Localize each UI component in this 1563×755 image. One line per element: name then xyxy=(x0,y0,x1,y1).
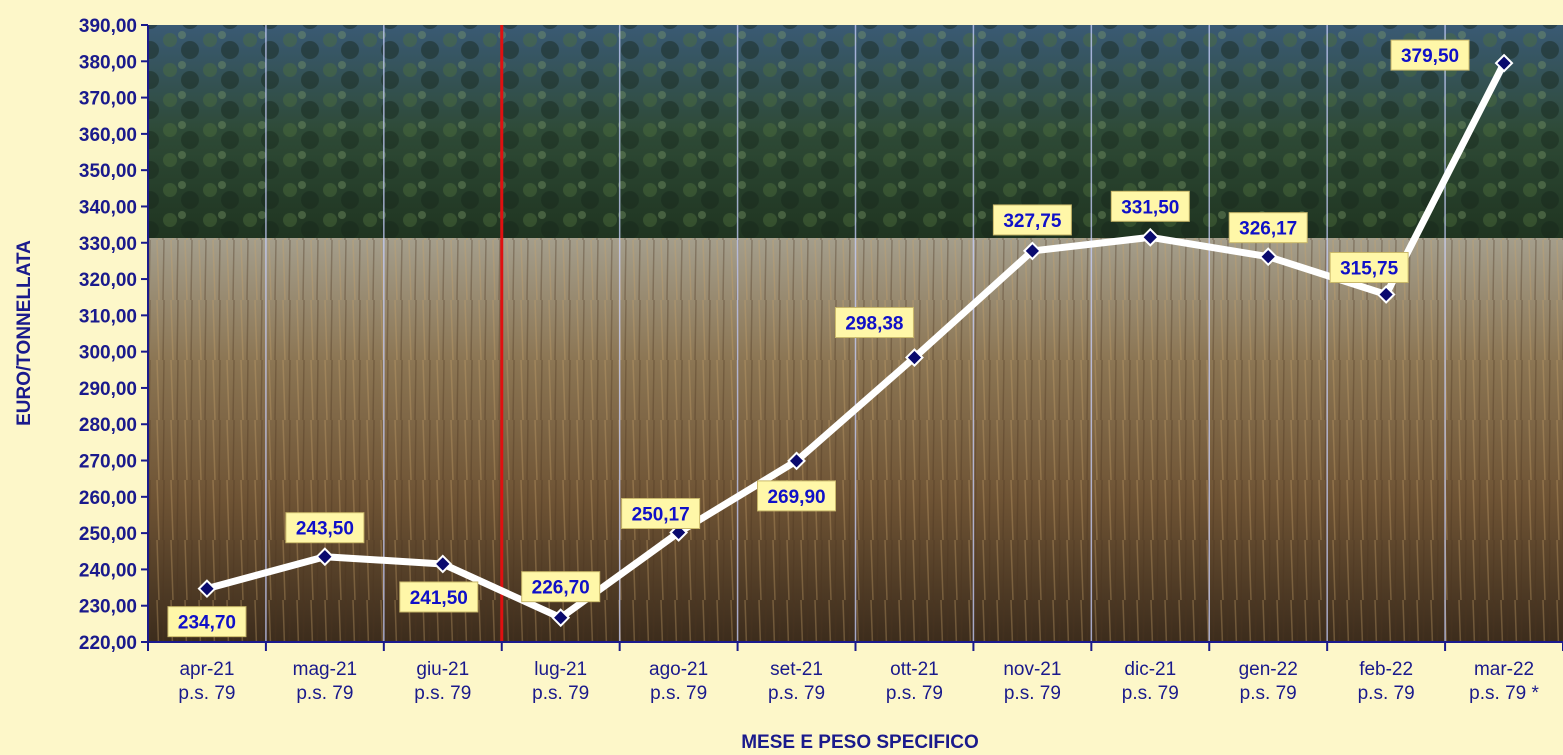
x-tick-spec: p.s. 79 xyxy=(1240,683,1297,704)
y-tick-label: 290,00 xyxy=(79,379,137,400)
data-label: 234,70 xyxy=(178,613,236,634)
y-tick-label: 240,00 xyxy=(79,560,137,581)
data-label: 243,50 xyxy=(296,519,354,540)
y-tick-label: 350,00 xyxy=(79,161,137,182)
x-tick-spec: p.s. 79 xyxy=(414,683,471,704)
x-tick-month: feb-22 xyxy=(1359,659,1413,680)
y-axis: 220,00 230,00 240,00 250,00 260,00 270,00 280,… xyxy=(79,16,149,654)
data-point-marker xyxy=(1258,247,1278,267)
data-label-box xyxy=(1329,251,1409,283)
x-tick-month: giu-21 xyxy=(416,659,469,680)
y-tick-label: 360,00 xyxy=(79,125,137,146)
data-label: 298,38 xyxy=(845,314,903,335)
data-point-marker xyxy=(315,547,335,567)
x-tick-month: set-21 xyxy=(770,659,823,680)
data-label-box xyxy=(167,606,247,638)
data-point-marker xyxy=(787,451,806,471)
x-tick-spec: p.s. 79 * xyxy=(1469,683,1539,704)
data-point-marker xyxy=(1494,53,1514,73)
data-label-box xyxy=(621,498,701,530)
x-tick-spec: p.s. 79 xyxy=(650,683,707,704)
data-label-box xyxy=(285,512,365,544)
data-label: 326,17 xyxy=(1239,219,1297,240)
series-line xyxy=(206,61,1508,622)
y-tick-label: 280,00 xyxy=(79,415,137,436)
x-tick-month: ott-21 xyxy=(890,659,939,680)
y-tick-label: 270,00 xyxy=(79,452,137,473)
data-point-marker xyxy=(905,348,924,367)
y-axis-title: EURO/TONNELLATA xyxy=(14,240,35,426)
data-label-box xyxy=(992,204,1072,236)
x-tick-spec: p.s. 79 xyxy=(1358,683,1415,704)
x-tick-spec: p.s. 79 xyxy=(1122,683,1179,704)
y-tick-label: 340,00 xyxy=(79,197,137,218)
x-axis-title: MESE E PESO SPECIFICO xyxy=(741,732,979,753)
data-label-box xyxy=(521,571,601,603)
y-tick-label: 260,00 xyxy=(79,488,137,509)
data-point-marker xyxy=(433,554,453,574)
data-label-box xyxy=(1110,190,1190,222)
y-tick-label: 320,00 xyxy=(79,270,137,291)
data-point-marker xyxy=(551,608,571,628)
data-point-marker xyxy=(1022,241,1042,261)
x-axis: apr-21 p.s. 79 mag-21 p.s. 79 giu-21 p.s. 79 l… xyxy=(147,641,1563,704)
y-tick-label: 370,00 xyxy=(79,89,137,110)
y-tick-label: 230,00 xyxy=(79,597,137,618)
y-tick-label: 220,00 xyxy=(79,633,137,654)
data-label-box xyxy=(399,581,479,613)
data-label: 241,50 xyxy=(410,588,468,609)
data-label-box xyxy=(834,307,914,339)
x-tick-month: ago-21 xyxy=(649,659,708,680)
y-tick-label: 250,00 xyxy=(79,524,137,545)
y-tick-label: 380,00 xyxy=(79,52,137,73)
x-tick-spec: p.s. 79 xyxy=(768,683,825,704)
data-label-box xyxy=(757,480,837,512)
x-tick-spec: p.s. 79 xyxy=(532,683,589,704)
x-tick-spec: p.s. 79 xyxy=(296,683,353,704)
data-label: 269,90 xyxy=(767,487,825,508)
data-point-marker xyxy=(197,579,217,599)
x-tick-month: mag-21 xyxy=(293,659,357,680)
y-tick-label: 310,00 xyxy=(79,306,137,327)
data-label-box xyxy=(1390,39,1470,71)
data-label: 315,75 xyxy=(1340,258,1399,279)
x-tick-spec: p.s. 79 xyxy=(886,683,943,704)
data-point-marker xyxy=(1376,285,1396,304)
x-tick-spec: p.s. 79 xyxy=(1004,683,1061,704)
y-tick-label: 300,00 xyxy=(79,343,137,364)
data-label: 331,50 xyxy=(1121,197,1179,218)
data-label-box xyxy=(1228,212,1308,244)
x-tick-month: lug-21 xyxy=(534,659,587,680)
data-labels: 234,70 243,50 241,50 226,70 250,17 269,90 298,… xyxy=(167,39,1470,638)
data-label: 226,70 xyxy=(532,578,590,599)
x-tick-month: apr-21 xyxy=(179,659,234,680)
data-label: 379,50 xyxy=(1401,46,1459,67)
x-tick-month: gen-22 xyxy=(1239,659,1298,680)
data-point-marker xyxy=(1140,227,1160,247)
x-tick-month: dic-21 xyxy=(1124,659,1176,680)
x-tick-month: mar-22 xyxy=(1474,659,1534,680)
y-tick-label: 390,00 xyxy=(79,16,137,37)
y-tick-label: 330,00 xyxy=(79,234,137,255)
data-label: 327,75 xyxy=(1003,211,1062,232)
x-tick-month: nov-21 xyxy=(1003,659,1061,680)
data-label: 250,17 xyxy=(632,505,690,526)
x-tick-spec: p.s. 79 xyxy=(178,683,235,704)
